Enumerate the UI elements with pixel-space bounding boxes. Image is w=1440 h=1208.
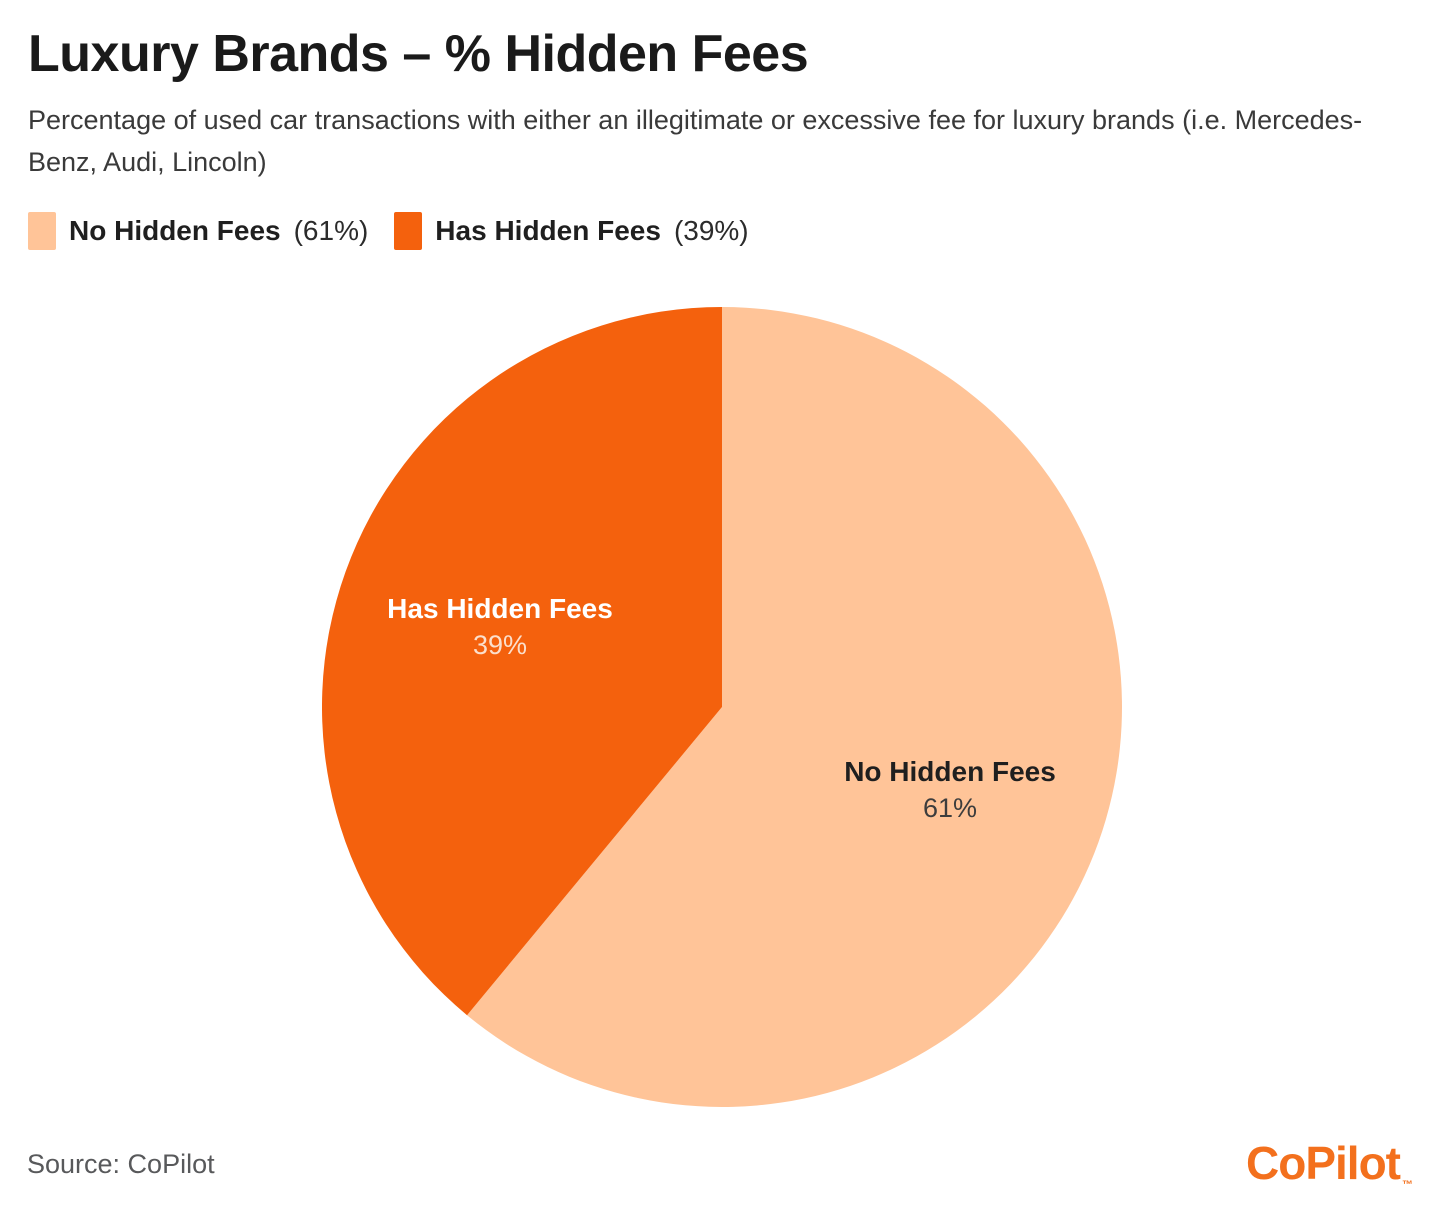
chart-subtitle: Percentage of used car transactions with… — [28, 105, 1363, 177]
pie-slice-has-hidden-fees — [322, 307, 722, 1016]
legend-value-no-hidden-fees: (61%) — [293, 214, 369, 246]
legend-item-no-hidden-fees: No Hidden Fees (61%) — [28, 211, 369, 250]
legend-swatch-no-hidden-fees — [28, 211, 56, 250]
copilot-logo: CoPilot ™ — [1246, 1136, 1413, 1191]
trademark-icon: ™ — [1402, 1179, 1413, 1191]
source-attribution: Source: CoPilot — [27, 1149, 215, 1179]
legend-label-has-hidden-fees: Has Hidden Fees — [435, 214, 661, 246]
legend-value-has-hidden-fees: (39%) — [673, 214, 749, 246]
pie-slice-no-hidden-fees — [467, 307, 1122, 1107]
legend-label-no-hidden-fees: No Hidden Fees — [69, 214, 281, 246]
page-title: Luxury Brands – % Hidden Fees — [28, 25, 809, 83]
chart-legend: No Hidden Fees (61%) Has Hidden Fees (39… — [28, 211, 1412, 250]
legend-swatch-has-hidden-fees — [394, 211, 423, 250]
copilot-logo-text: CoPilot — [1246, 1137, 1401, 1189]
pie-chart: Has Hidden Fees 39% No Hidden Fees 61% — [322, 307, 1122, 1107]
pie-svg — [322, 307, 1122, 1107]
legend-item-has-hidden-fees: Has Hidden Fees (39%) — [394, 211, 749, 250]
